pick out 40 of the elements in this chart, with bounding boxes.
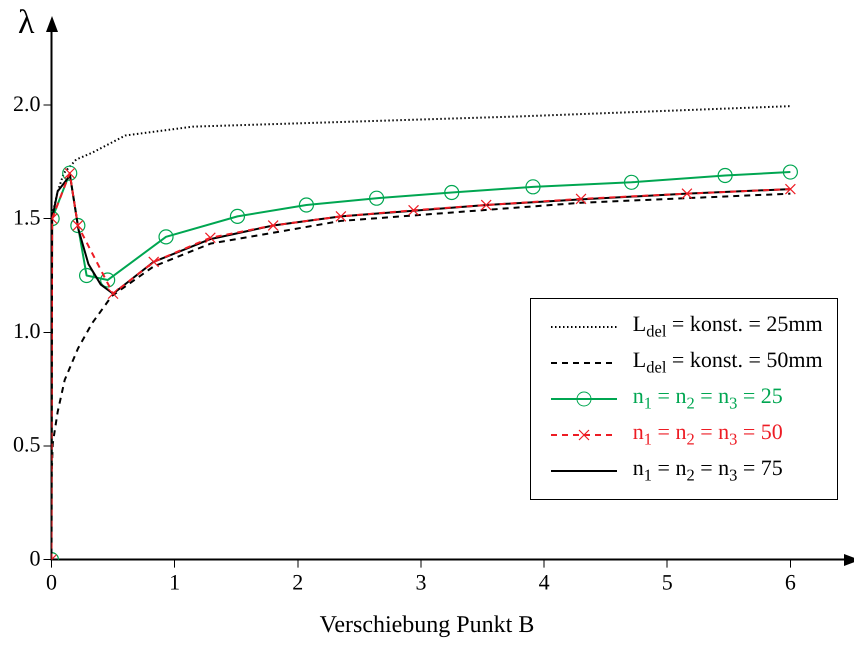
legend-label: n$_{1}$ = n$_{2}$ = n$_{3}$ = 25 bbox=[632, 383, 783, 414]
point bbox=[575, 193, 587, 204]
x-tick-label: 6 bbox=[784, 570, 796, 595]
y-tick-label: 1.0 bbox=[13, 318, 40, 344]
y-axis-title: λ bbox=[18, 4, 34, 42]
point bbox=[108, 288, 119, 300]
legend-label: L$_{del}$ = konst. = 50mm bbox=[632, 347, 823, 378]
y-tick-label: 0.5 bbox=[13, 432, 40, 457]
legend-label: L$_{del}$ = konst. = 25mm bbox=[632, 311, 823, 342]
point bbox=[369, 190, 384, 206]
x-tick-label: 0 bbox=[46, 570, 57, 595]
y-tick-label: 1.5 bbox=[13, 204, 40, 230]
point bbox=[624, 174, 640, 190]
point bbox=[782, 164, 798, 180]
x-tick-label: 5 bbox=[662, 570, 673, 595]
point bbox=[408, 204, 420, 216]
x-tick-label: 2 bbox=[292, 570, 304, 595]
point bbox=[444, 184, 460, 200]
point bbox=[204, 232, 216, 244]
point bbox=[681, 188, 692, 200]
x-tick-label: 1 bbox=[169, 570, 180, 595]
y-tick-label: 2.0 bbox=[13, 90, 40, 116]
y-tick-label: 0 bbox=[30, 545, 40, 570]
point bbox=[148, 256, 160, 268]
point bbox=[230, 208, 246, 224]
legend-label: n$_{1}$ = n$_{2}$ = n$_{3}$ = 50 bbox=[632, 419, 783, 450]
legend-label: n$_{1}$ = n$_{2}$ = n$_{3}$ = 75 bbox=[632, 455, 783, 486]
x-tick-label: 4 bbox=[538, 570, 550, 595]
point bbox=[480, 199, 492, 211]
point bbox=[78, 268, 94, 284]
point bbox=[525, 179, 541, 194]
x-tick-label: 3 bbox=[415, 570, 426, 595]
point bbox=[158, 229, 174, 244]
point bbox=[100, 272, 116, 288]
point bbox=[298, 197, 314, 213]
point bbox=[784, 184, 796, 195]
point bbox=[268, 220, 279, 232]
point bbox=[335, 210, 346, 222]
x-axis-title: Verschiebung Punkt B bbox=[318, 612, 536, 639]
point bbox=[718, 168, 733, 184]
